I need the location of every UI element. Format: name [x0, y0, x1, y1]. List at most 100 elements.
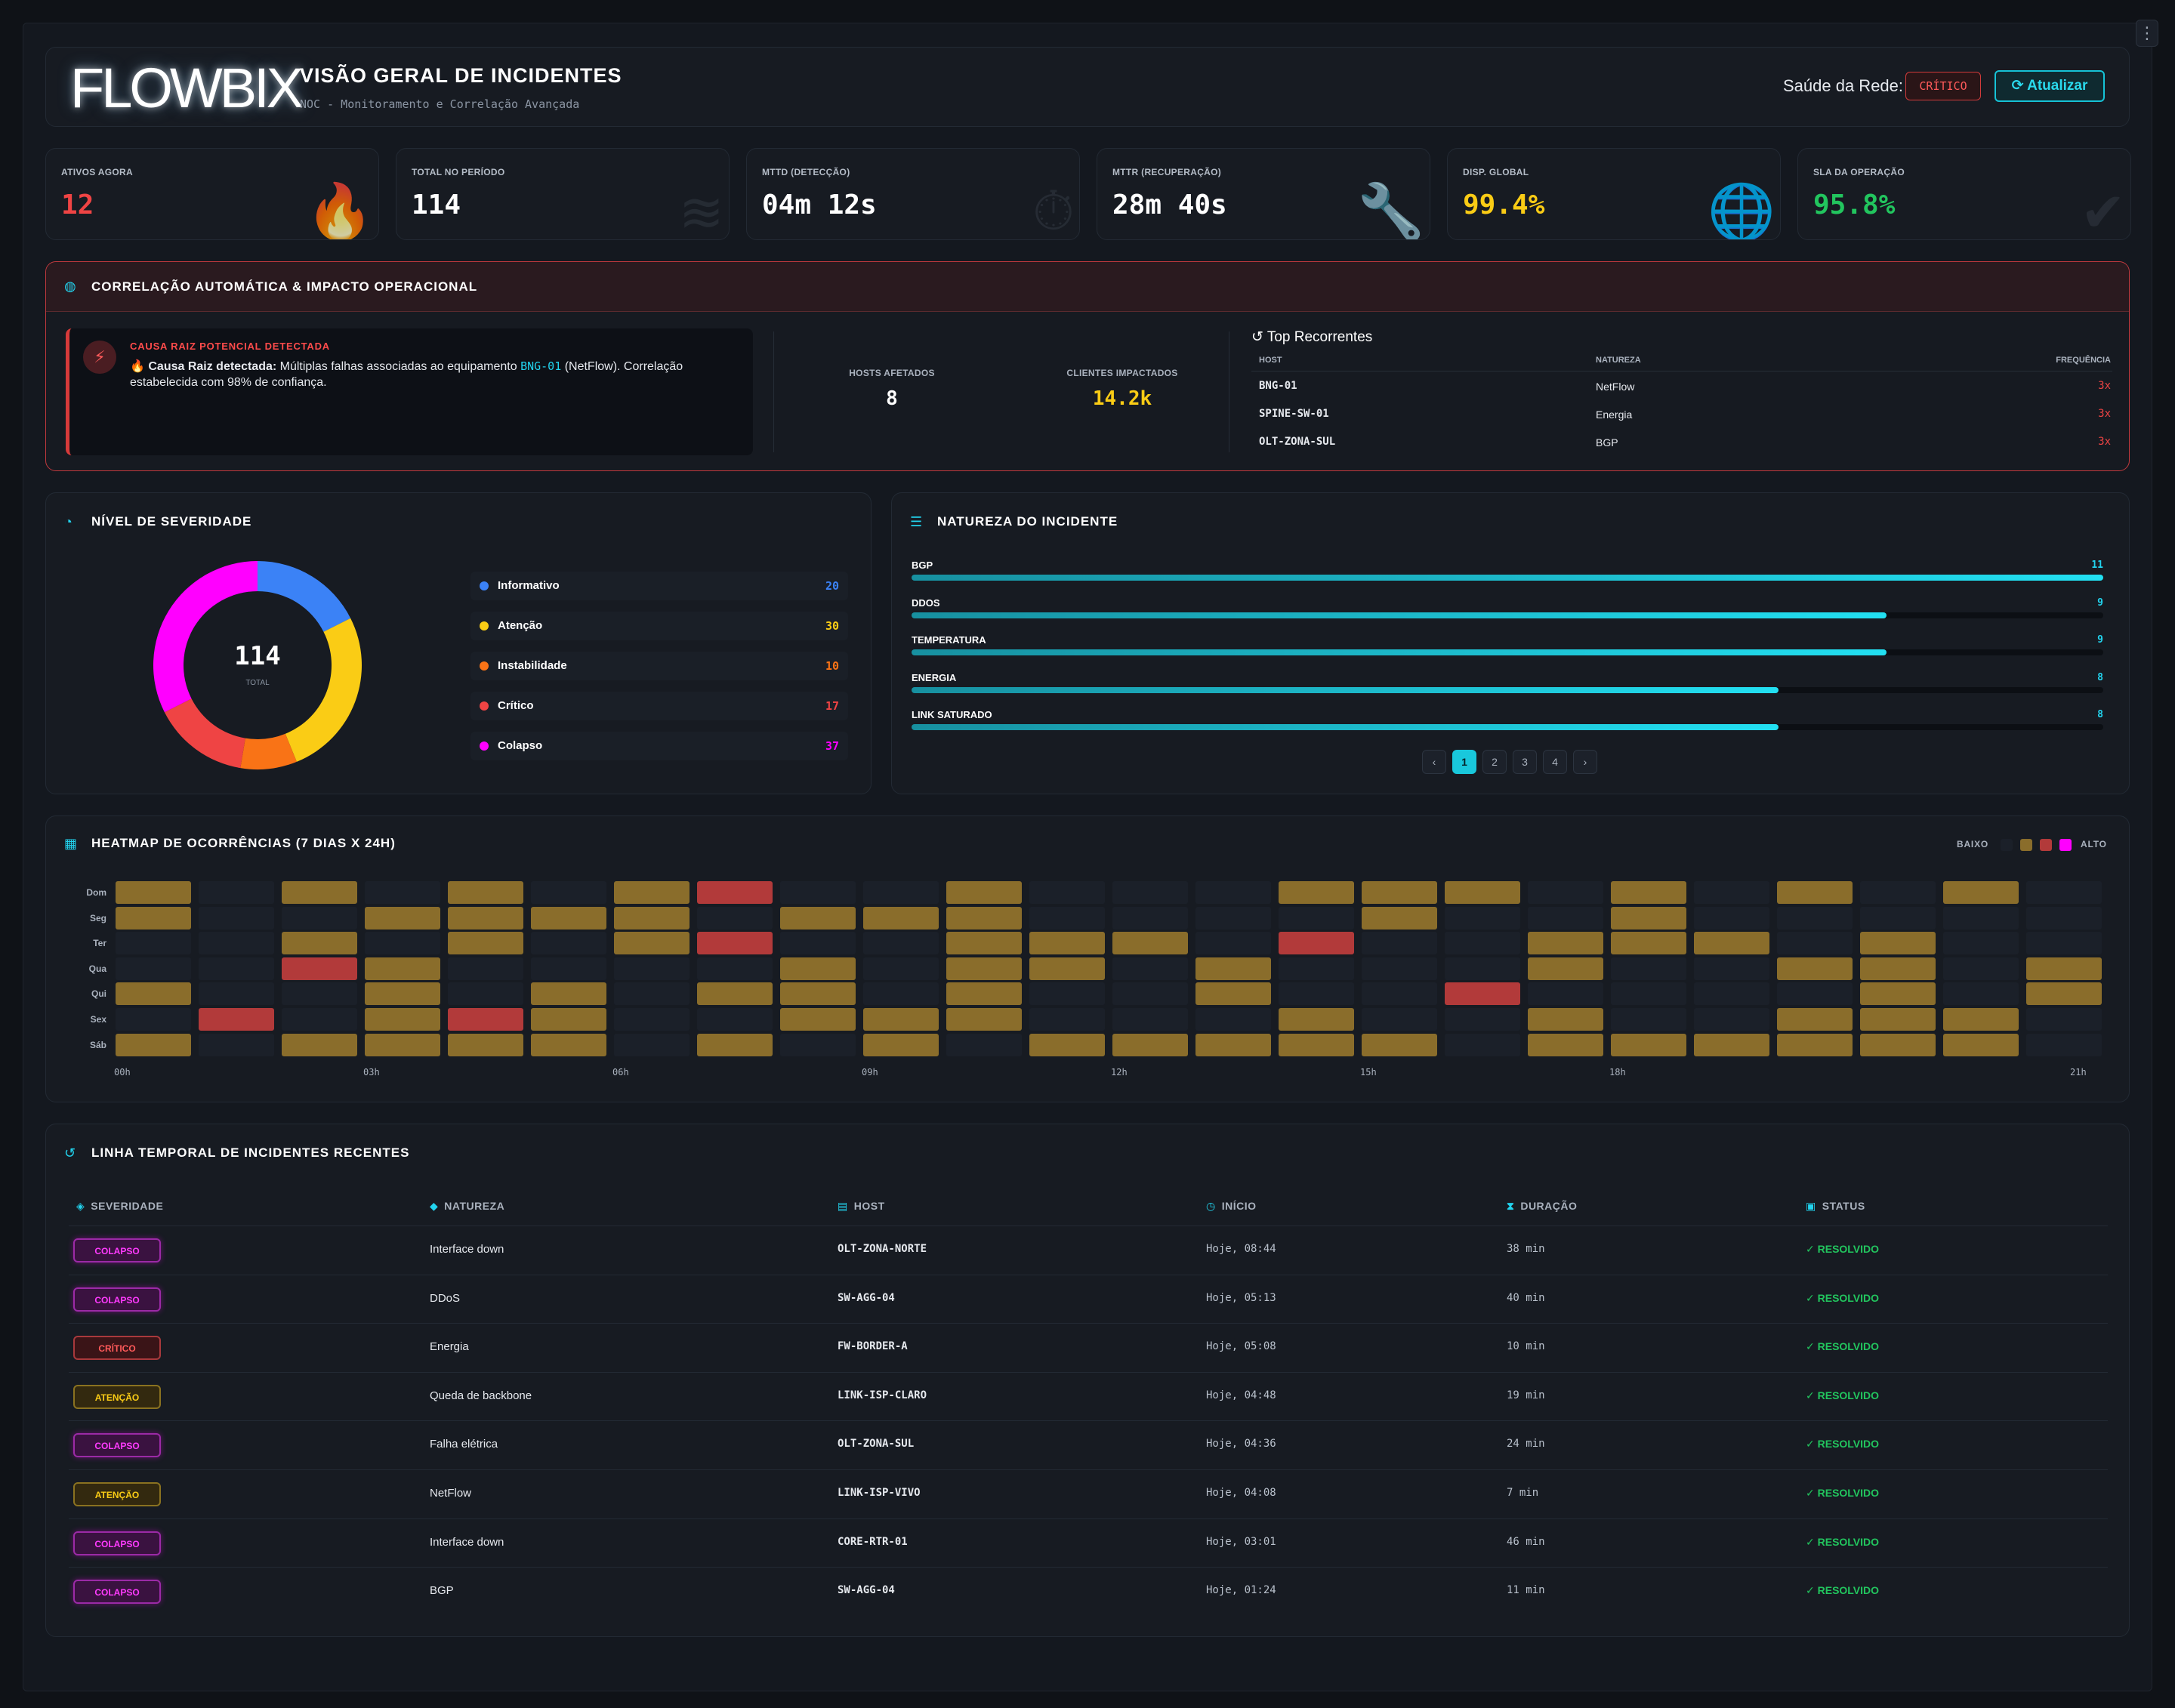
- heatmap-cell[interactable]: [1528, 906, 1603, 930]
- heatmap-cell[interactable]: [1777, 881, 1853, 904]
- heatmap-cell[interactable]: [863, 957, 939, 980]
- heatmap-cell[interactable]: [1777, 1008, 1853, 1031]
- heatmap-cell[interactable]: [1860, 906, 1936, 930]
- heatmap-cell[interactable]: [1528, 1008, 1603, 1031]
- heatmap-cell[interactable]: [1445, 982, 1520, 1006]
- heatmap-cell[interactable]: [448, 1008, 523, 1031]
- heatmap-cell[interactable]: [199, 957, 274, 980]
- heatmap-cell[interactable]: [365, 1008, 440, 1031]
- heatmap-cell[interactable]: [1528, 957, 1603, 980]
- heatmap-cell[interactable]: [2026, 932, 2102, 955]
- heatmap-cell[interactable]: [1860, 982, 1936, 1006]
- heatmap-cell[interactable]: [1694, 906, 1769, 930]
- heatmap-cell[interactable]: [2026, 982, 2102, 1006]
- heatmap-cell[interactable]: [531, 1033, 606, 1056]
- heatmap-cell[interactable]: [1112, 881, 1188, 904]
- heatmap-cell[interactable]: [1195, 957, 1271, 980]
- heatmap-cell[interactable]: [1611, 906, 1686, 930]
- heatmap-cell[interactable]: [1112, 1033, 1188, 1056]
- heatmap-cell[interactable]: [199, 932, 274, 955]
- table-row[interactable]: COLAPSO Falha elétrica OLT-ZONA-SUL Hoje, 0…: [69, 1420, 2108, 1469]
- heatmap-cell[interactable]: [1611, 982, 1686, 1006]
- heatmap-cell[interactable]: [1279, 1008, 1354, 1031]
- root-cause-host[interactable]: BNG-01: [520, 359, 562, 373]
- heatmap-cell[interactable]: [531, 1008, 606, 1031]
- table-row[interactable]: ATENÇÃO Queda de backbone LINK-ISP-CLARO Ho…: [69, 1371, 2108, 1420]
- table-row[interactable]: ATENÇÃO NetFlow LINK-ISP-VIVO Hoje, 04:08 7 …: [69, 1469, 2108, 1518]
- heatmap-cell[interactable]: [1611, 881, 1686, 904]
- heatmap-cell[interactable]: [116, 906, 191, 930]
- heatmap-cell[interactable]: [1611, 957, 1686, 980]
- heatmap-cell[interactable]: [1029, 982, 1105, 1006]
- heatmap-cell[interactable]: [697, 1033, 773, 1056]
- heatmap-cell[interactable]: [780, 881, 856, 904]
- legend-item[interactable]: Informativo 20: [470, 572, 848, 600]
- heatmap-cell[interactable]: [531, 881, 606, 904]
- heatmap-cell[interactable]: [199, 881, 274, 904]
- heatmap-cell[interactable]: [697, 906, 773, 930]
- heatmap-cell[interactable]: [780, 957, 856, 980]
- heatmap-cell[interactable]: [116, 982, 191, 1006]
- heatmap-cell[interactable]: [1860, 1033, 1936, 1056]
- heatmap-cell[interactable]: [1777, 1033, 1853, 1056]
- heatmap-cell[interactable]: [1029, 881, 1105, 904]
- refresh-button[interactable]: ⟳ Atualizar: [1995, 70, 2105, 102]
- heatmap-cell[interactable]: [1029, 906, 1105, 930]
- table-row[interactable]: COLAPSO Interface down CORE-RTR-01 Hoje, 03…: [69, 1518, 2108, 1567]
- heatmap-cell[interactable]: [1195, 906, 1271, 930]
- heatmap-cell[interactable]: [282, 1008, 357, 1031]
- heatmap-cell[interactable]: [1694, 957, 1769, 980]
- heatmap-cell[interactable]: [1445, 881, 1520, 904]
- heatmap-cell[interactable]: [863, 1008, 939, 1031]
- heatmap-cell[interactable]: [116, 1033, 191, 1056]
- heatmap-cell[interactable]: [1112, 906, 1188, 930]
- heatmap-cell[interactable]: [1943, 906, 2019, 930]
- heatmap-cell[interactable]: [448, 1033, 523, 1056]
- heatmap-cell[interactable]: [448, 881, 523, 904]
- heatmap-cell[interactable]: [697, 1008, 773, 1031]
- heatmap-cell[interactable]: [365, 906, 440, 930]
- heatmap-cell[interactable]: [282, 1033, 357, 1056]
- heatmap-cell[interactable]: [614, 1008, 690, 1031]
- heatmap-cell[interactable]: [1445, 957, 1520, 980]
- heatmap-cell[interactable]: [2026, 1008, 2102, 1031]
- heatmap-cell[interactable]: [1943, 932, 2019, 955]
- heatmap-cell[interactable]: [1694, 881, 1769, 904]
- heatmap-cell[interactable]: [365, 881, 440, 904]
- heatmap-cell[interactable]: [448, 982, 523, 1006]
- heatmap-cell[interactable]: [448, 932, 523, 955]
- heatmap-cell[interactable]: [1279, 982, 1354, 1006]
- donut-slice-atenção[interactable]: [285, 618, 362, 762]
- heatmap-cell[interactable]: [1195, 982, 1271, 1006]
- heatmap-cell[interactable]: [863, 1033, 939, 1056]
- heatmap-cell[interactable]: [697, 932, 773, 955]
- heatmap-cell[interactable]: [697, 982, 773, 1006]
- heatmap-cell[interactable]: [614, 982, 690, 1006]
- heatmap-cell[interactable]: [780, 1008, 856, 1031]
- legend-item[interactable]: Atenção 30: [470, 612, 848, 640]
- heatmap-cell[interactable]: [946, 982, 1022, 1006]
- heatmap-cell[interactable]: [1029, 957, 1105, 980]
- heatmap-cell[interactable]: [1611, 1033, 1686, 1056]
- heatmap-cell[interactable]: [1362, 881, 1437, 904]
- legend-item[interactable]: Colapso 37: [470, 732, 848, 760]
- donut-slice-colapso[interactable]: [153, 561, 258, 713]
- heatmap-cell[interactable]: [946, 957, 1022, 980]
- heatmap-cell[interactable]: [1279, 881, 1354, 904]
- heatmap-cell[interactable]: [2026, 881, 2102, 904]
- heatmap-cell[interactable]: [1112, 957, 1188, 980]
- heatmap-cell[interactable]: [1445, 1008, 1520, 1031]
- page-1-button[interactable]: 1: [1452, 750, 1476, 774]
- heatmap-cell[interactable]: [863, 906, 939, 930]
- heatmap-cell[interactable]: [614, 957, 690, 980]
- heatmap-cell[interactable]: [1860, 881, 1936, 904]
- donut-slice-instabilidade[interactable]: [240, 733, 297, 769]
- heatmap-cell[interactable]: [1112, 932, 1188, 955]
- heatmap-cell[interactable]: [1279, 957, 1354, 980]
- heatmap-cell[interactable]: [1362, 1008, 1437, 1031]
- prev-page-button[interactable]: ‹: [1422, 750, 1446, 774]
- heatmap-cell[interactable]: [282, 932, 357, 955]
- donut-slice-informativo[interactable]: [258, 561, 351, 632]
- heatmap-cell[interactable]: [282, 906, 357, 930]
- heatmap-cell[interactable]: [863, 932, 939, 955]
